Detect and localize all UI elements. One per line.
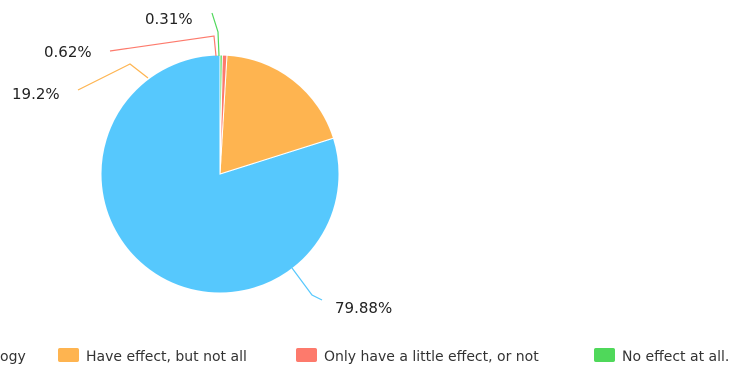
- pie-slice-effective[interactable]: [100, 54, 340, 294]
- data-label-no-effect: 0.31%: [145, 10, 193, 28]
- leader-line-no-effect: [211, 12, 220, 57]
- leader-line-have-effect: [77, 63, 149, 91]
- data-label-have-effect: 19.2%: [12, 85, 60, 103]
- leader-line-effective: [291, 267, 323, 301]
- pie-slice-have-effect[interactable]: [219, 54, 335, 175]
- legend-swatch-no-effect[interactable]: [594, 348, 615, 362]
- legend-label-effective-partial[interactable]: ogy: [0, 349, 26, 365]
- legend-label-have-effect[interactable]: Have effect, but not all: [86, 349, 247, 365]
- legend-swatch-have-effect[interactable]: [58, 348, 79, 362]
- data-label-effective: 79.88%: [335, 299, 392, 317]
- legend: ogy Have effect, but not all Only have a…: [0, 348, 729, 365]
- legend-swatch-little-effect[interactable]: [296, 348, 317, 362]
- leader-line-little-effect: [109, 35, 217, 57]
- data-label-little-effect: 0.62%: [44, 43, 92, 61]
- legend-label-no-effect[interactable]: No effect at all.: [622, 349, 729, 365]
- legend-label-little-effect[interactable]: Only have a little effect, or not: [324, 349, 539, 365]
- pie-slice-no-effect[interactable]: [219, 54, 223, 175]
